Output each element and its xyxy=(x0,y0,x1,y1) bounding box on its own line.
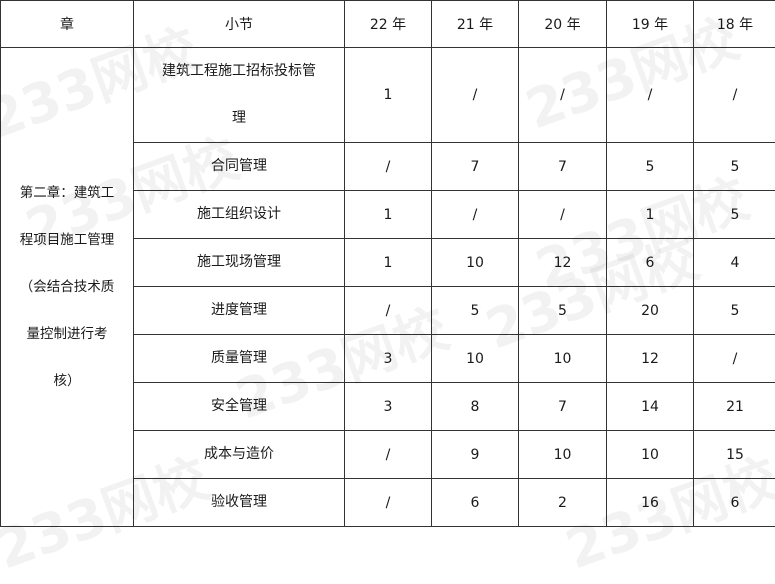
value-cell: 4 xyxy=(694,239,775,287)
value-cell: 20 xyxy=(607,287,694,335)
section-cell: 施工现场管理 xyxy=(134,239,345,287)
section-cell: 进度管理 xyxy=(134,287,345,335)
value-cell: / xyxy=(694,335,775,383)
section-cell: 安全管理 xyxy=(134,383,345,431)
section-line: 施工组织设计 xyxy=(134,191,344,238)
value-cell: 3 xyxy=(345,383,432,431)
section-line: 理 xyxy=(134,95,344,142)
value-cell: 9 xyxy=(432,431,519,479)
header-year-21: 21 年 xyxy=(432,1,519,48)
value-cell: / xyxy=(432,48,519,143)
header-section: 小节 xyxy=(134,1,345,48)
chapter-line: 程项目施工管理 xyxy=(1,217,133,264)
value-cell: 1 xyxy=(345,48,432,143)
value-cell: / xyxy=(345,431,432,479)
chapter-line: 核） xyxy=(1,358,133,405)
exam-frequency-table: 章 小节 22 年 21 年 20 年 19 年 18 年 第二章：建筑工程项目… xyxy=(0,0,775,527)
value-cell: 10 xyxy=(432,335,519,383)
value-cell: 7 xyxy=(432,143,519,191)
value-cell: / xyxy=(519,191,607,239)
value-cell: 21 xyxy=(694,383,775,431)
section-line: 成本与造价 xyxy=(134,431,344,478)
value-cell: 10 xyxy=(432,239,519,287)
value-cell: 5 xyxy=(694,191,775,239)
value-cell: / xyxy=(519,48,607,143)
header-chapter: 章 xyxy=(1,1,134,48)
value-cell: 15 xyxy=(694,431,775,479)
value-cell: 5 xyxy=(607,143,694,191)
chapter-line: 第二章：建筑工 xyxy=(1,170,133,217)
value-cell: 3 xyxy=(345,335,432,383)
value-cell: 7 xyxy=(519,383,607,431)
value-cell: 12 xyxy=(519,239,607,287)
value-cell: 10 xyxy=(607,431,694,479)
section-cell: 验收管理 xyxy=(134,479,345,527)
value-cell: 8 xyxy=(432,383,519,431)
chapter-cell: 第二章：建筑工程项目施工管理（会结合技术质量控制进行考核） xyxy=(1,48,134,527)
section-line: 施工现场管理 xyxy=(134,239,344,286)
section-cell: 合同管理 xyxy=(134,143,345,191)
value-cell: 6 xyxy=(607,239,694,287)
value-cell: / xyxy=(345,287,432,335)
section-cell: 成本与造价 xyxy=(134,431,345,479)
value-cell: / xyxy=(694,48,775,143)
value-cell: 1 xyxy=(607,191,694,239)
value-cell: 16 xyxy=(607,479,694,527)
section-line: 进度管理 xyxy=(134,287,344,334)
value-cell: / xyxy=(607,48,694,143)
header-row: 章 小节 22 年 21 年 20 年 19 年 18 年 xyxy=(1,1,775,48)
header-year-22: 22 年 xyxy=(345,1,432,48)
value-cell: 10 xyxy=(519,431,607,479)
value-cell: 6 xyxy=(694,479,775,527)
value-cell: / xyxy=(345,143,432,191)
header-year-19: 19 年 xyxy=(607,1,694,48)
value-cell: 5 xyxy=(694,143,775,191)
value-cell: 7 xyxy=(519,143,607,191)
value-cell: 1 xyxy=(345,239,432,287)
section-cell: 质量管理 xyxy=(134,335,345,383)
value-cell: 12 xyxy=(607,335,694,383)
section-cell: 建筑工程施工招标投标管理 xyxy=(134,48,345,143)
value-cell: 14 xyxy=(607,383,694,431)
header-year-18: 18 年 xyxy=(694,1,775,48)
value-cell: 5 xyxy=(432,287,519,335)
section-line: 质量管理 xyxy=(134,335,344,382)
value-cell: / xyxy=(345,479,432,527)
value-cell: 10 xyxy=(519,335,607,383)
header-year-20: 20 年 xyxy=(519,1,607,48)
value-cell: 1 xyxy=(345,191,432,239)
value-cell: 2 xyxy=(519,479,607,527)
value-cell: 5 xyxy=(694,287,775,335)
section-line: 合同管理 xyxy=(134,143,344,190)
section-line: 安全管理 xyxy=(134,383,344,430)
section-cell: 施工组织设计 xyxy=(134,191,345,239)
chapter-line: 量控制进行考 xyxy=(1,311,133,358)
section-line: 建筑工程施工招标投标管 xyxy=(134,48,344,95)
table-row: 第二章：建筑工程项目施工管理（会结合技术质量控制进行考核）建筑工程施工招标投标管… xyxy=(1,48,775,143)
value-cell: 5 xyxy=(519,287,607,335)
value-cell: 6 xyxy=(432,479,519,527)
value-cell: / xyxy=(432,191,519,239)
section-line: 验收管理 xyxy=(134,479,344,526)
chapter-line: （会结合技术质 xyxy=(1,264,133,311)
